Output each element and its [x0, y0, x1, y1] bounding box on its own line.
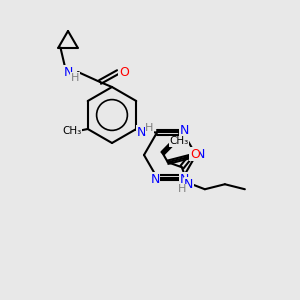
- Text: N: N: [150, 173, 160, 186]
- Text: N: N: [179, 124, 189, 137]
- Text: CH₃: CH₃: [169, 136, 188, 146]
- Text: N: N: [184, 178, 194, 191]
- Text: H: H: [178, 184, 186, 194]
- Text: N: N: [179, 173, 189, 186]
- Text: H: H: [145, 123, 153, 133]
- Text: H: H: [71, 73, 79, 83]
- Text: N: N: [63, 65, 73, 79]
- Text: O: O: [190, 148, 200, 161]
- Text: N: N: [136, 125, 146, 139]
- Text: O: O: [119, 65, 129, 79]
- Text: CH₃: CH₃: [62, 126, 81, 136]
- Text: N: N: [195, 148, 205, 161]
